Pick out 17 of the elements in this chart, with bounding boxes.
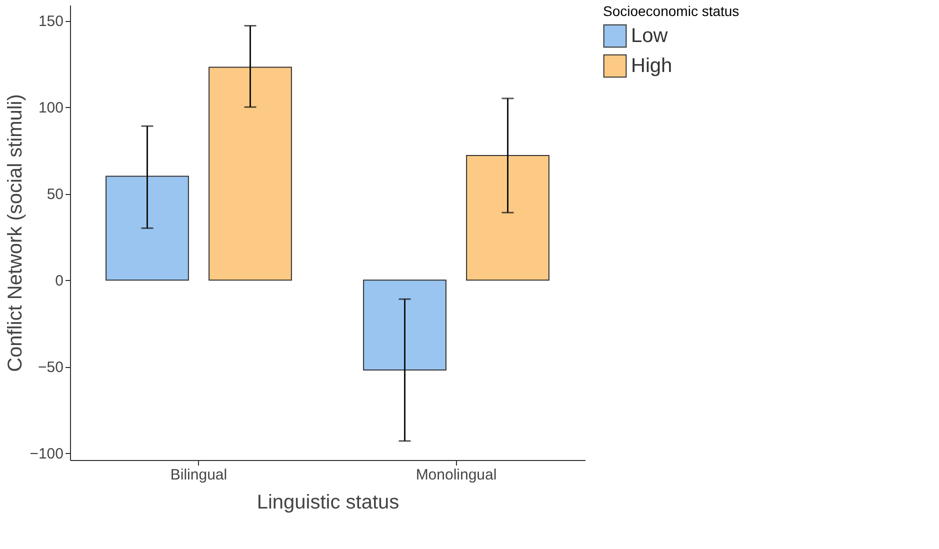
legend-label: Low [631, 25, 668, 47]
legend-title: Socioeconomic status [603, 3, 740, 19]
y-tick-label: 100 [38, 100, 64, 117]
x-axis-title: Linguistic status [256, 492, 400, 514]
y-axis-title: Conflict Network (social stimuli) [4, 94, 27, 372]
y-tick-label: −50 [38, 359, 64, 376]
bar [466, 155, 550, 281]
bar [208, 66, 292, 281]
bar [363, 280, 446, 371]
y-tick-label: 150 [38, 13, 64, 30]
x-tick-label: Monolingual [416, 466, 497, 484]
y-tick-label: 0 [55, 272, 64, 290]
legend-label: High [631, 55, 672, 77]
x-tick-label: Bilingual [170, 466, 228, 484]
y-tick-label: 50 [46, 186, 64, 204]
bar [106, 176, 189, 281]
y-tick-label: −100 [30, 446, 64, 463]
